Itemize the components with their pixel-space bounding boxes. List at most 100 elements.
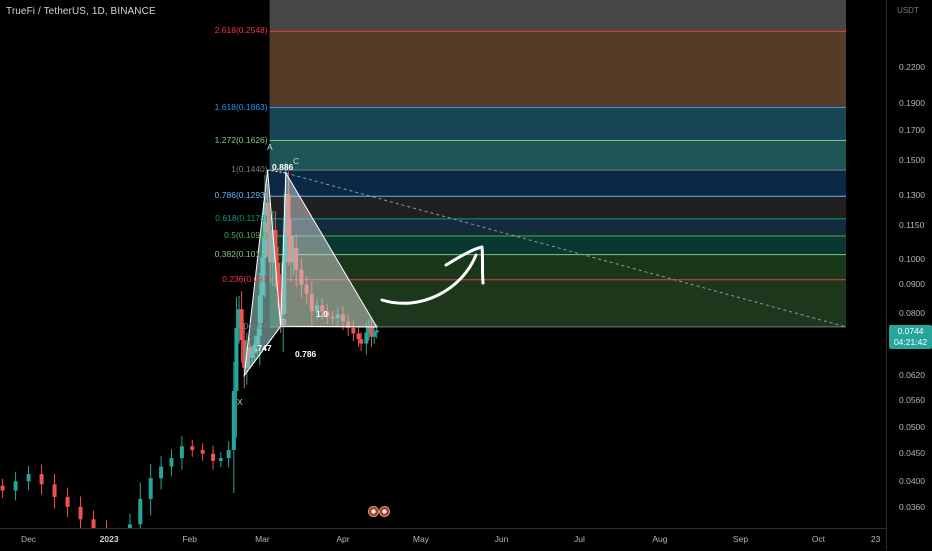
time-tick: Jul [573,534,585,544]
candle-body [366,326,371,333]
ratio-label-ac: 0.886 [272,162,294,172]
price-tick: 0.1500 [899,155,925,166]
harmonic-pattern [243,169,378,378]
pattern-triangle-xab [243,170,282,378]
candle-body [242,340,247,368]
annotation-overlay [380,245,485,305]
candle-body [138,498,143,525]
candle-body [169,458,174,467]
pattern-ratio-line [267,169,286,174]
time-tick: Oct [811,534,826,544]
candle-body [148,478,153,499]
price-tick: 0.0360 [899,501,925,512]
price-tick: 0.1700 [899,124,925,135]
candle-body [239,309,244,341]
price-tick: 0.0450 [899,447,925,458]
fib-band [269,235,846,255]
candle-body [211,453,216,461]
candle-body [364,332,369,344]
time-tick: Apr [336,534,350,544]
price-tick: 0.0800 [899,307,925,318]
candle-body [91,519,96,528]
candle-body [234,327,239,391]
fib-band [269,218,846,236]
fib-level-label: 1.272(0.1626) [214,134,268,145]
point-label-c: C [293,156,300,166]
candle-body [237,309,242,328]
candle-body [0,485,5,491]
fib-band [269,107,846,141]
time-tick: 23 [870,534,881,544]
candle-body [372,332,377,337]
time-tick: Sep [732,534,749,544]
fib-level-label: 1.618(0.1863) [214,101,268,112]
fib-band [269,170,846,197]
hand-drawn-arrowhead [444,245,485,285]
candle-body [278,289,283,315]
point-label-a: A [267,142,273,152]
price-tick: 0.0620 [899,369,925,380]
price-tick: 0.0500 [899,422,925,433]
candle-body [78,506,83,520]
price-tick: 0.1300 [899,189,925,200]
ratio-label-xb: .747 [255,343,272,353]
candle-body [218,458,223,461]
price-tick: 0.1900 [899,97,925,108]
bar-countdown: 04:21:42 [893,336,928,347]
fib-level-label: 0.786(0.1293) [214,190,268,201]
time-tick: Dec [21,534,37,544]
ratio-label-bd: 1.0 [316,309,328,319]
fib-band [269,31,846,108]
candle-body [159,466,164,479]
candle-body [52,484,57,497]
time-tick: Feb [182,534,197,544]
candle-body [356,333,361,340]
candle-body [39,474,44,485]
fib-level-label: 0.382(0.1017) [214,248,268,259]
last-price-tag: 0.0744 04:21:42 [889,324,932,349]
economic-event-icon[interactable] [368,506,379,517]
fib-band [269,140,846,171]
fib-level-label: 0.618(0.1178) [215,212,268,223]
chart-canvas[interactable] [0,0,886,528]
fib-band [269,0,846,32]
time-tick: 2023 [99,534,119,544]
candle-body [65,496,70,507]
fib-level-label: 0(0.07 [243,320,268,331]
candle-body [369,326,374,337]
candle-body [127,524,132,528]
price-tick: 0.0900 [899,279,925,290]
time-tick: Mar [255,534,270,544]
candle-body [231,390,236,450]
time-axis[interactable]: Dec 2023 Feb Mar Apr May Jun Jul Aug Sep Oct 23 [0,528,886,551]
point-label-x: X [237,397,243,407]
economic-event-icon[interactable] [379,506,390,517]
candle-body [26,474,31,482]
price-axis[interactable]: USDT 0.2200 0.1900 0.1700 0.1500 0.1300 0.115… [886,0,932,550]
chart-area[interactable]: TrueFi / TetherUS, 1D, BINANCE 2.618(0.2… [0,0,886,528]
candle-body [359,339,364,344]
candle-body [351,327,356,334]
candle-body [200,449,205,454]
price-tick: 0.0400 [899,476,925,487]
symbol-title[interactable]: TrueFi / TetherUS, 1D, BINANCE [6,6,156,17]
price-tick: 0.2200 [899,62,925,73]
fib-level-label: 0.236(0.091 [222,273,268,284]
pattern-triangle-bcd [280,171,378,328]
ratio-label-xd: 0.786 [295,349,317,359]
price-tick: 0.1150 [899,219,925,230]
time-tick: May [412,534,429,544]
candle-body [13,481,18,491]
price-tick: 0.0560 [899,394,925,405]
fib-band [269,196,846,219]
fib-level-label: 1(0.1440) [231,164,268,175]
candle-body [276,263,281,290]
fib-level-label: 0.5(0.1098) [224,229,268,240]
candle-body [190,446,195,450]
fib-band [269,254,846,280]
candle-body [374,330,379,333]
time-tick: Aug [652,534,668,544]
trend-projection-line [285,172,847,328]
candle-body [226,449,231,459]
point-label-b: B [281,317,287,327]
